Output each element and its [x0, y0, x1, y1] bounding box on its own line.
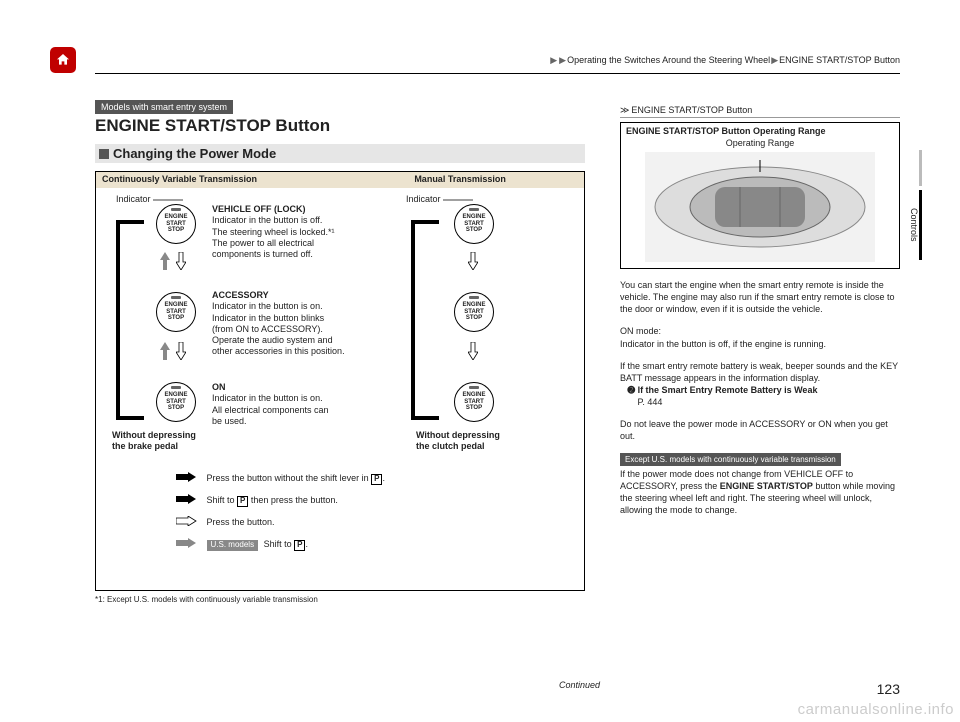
legend-1: Press the button without the shift lever… [176, 472, 385, 485]
op-range-sub: Operating Range [621, 138, 899, 148]
side-tab-controls: Controls [908, 190, 922, 260]
state-vehicle-off: VEHICLE OFF (LOCK)Indicator in the butto… [212, 204, 392, 260]
ess-button-cvt-3: ENGINE START STOP [156, 382, 196, 422]
without-clutch: Without depressing the clutch pedal [416, 430, 536, 452]
operating-range-box: ENGINE START/STOP Button Operating Range… [620, 122, 900, 269]
ess-button-mt-2: ENGINE START STOP [454, 292, 494, 332]
indicator-label-right: Indicator [406, 194, 473, 204]
op-range-title: ENGINE START/STOP Button Operating Range [621, 123, 899, 136]
sidebar-p2: ON mode:Indicator in the button is off, … [620, 325, 900, 349]
arrow-up-1 [160, 252, 170, 270]
cvt-bracket [116, 220, 144, 420]
arrow-down-mt-2 [468, 342, 478, 360]
page-number: 123 [877, 681, 900, 697]
home-icon[interactable] [50, 47, 76, 73]
header-cvt: Continuously Variable Transmission [96, 172, 408, 188]
state-on: ONIndicator in the button is on. All ele… [212, 382, 392, 427]
mt-bracket [411, 220, 439, 420]
section-heading: Changing the Power Mode [95, 144, 585, 163]
watermark: carmanualsonline.info [798, 701, 954, 718]
legend-3: Press the button. [176, 516, 275, 529]
sidebar-p1: You can start the engine when the smart … [620, 279, 900, 315]
car-top-view-icon [645, 152, 875, 262]
ess-button-mt-1: ENGINE START STOP [454, 204, 494, 244]
arrow-down-1 [176, 252, 186, 270]
arrow-up-2 [160, 342, 170, 360]
ess-button-cvt-1: ENGINE START STOP [156, 204, 196, 244]
arrow-down-mt-1 [468, 252, 478, 270]
without-brake: Without depressing the brake pedal [112, 430, 232, 452]
arrow-down-2 [176, 342, 186, 360]
indicator-label-left: Indicator [116, 194, 183, 204]
model-tag: Models with smart entry system [95, 100, 233, 114]
header-rule [95, 73, 900, 74]
header-mt: Manual Transmission [408, 172, 584, 188]
sidebar-tag: Except U.S. models with continuously var… [620, 453, 841, 466]
continued-label: Continued [559, 680, 600, 690]
state-accessory: ACCESSORYIndicator in the button is on. … [212, 290, 397, 358]
side-tab-stub [919, 150, 922, 186]
ess-button-cvt-2: ENGINE START STOP [156, 292, 196, 332]
sidebar-p3: If the smart entry remote battery is wea… [620, 360, 900, 409]
power-mode-diagram: Continuously Variable Transmission Manua… [95, 171, 585, 591]
sidebar-p4: Do not leave the power mode in ACCESSORY… [620, 418, 900, 442]
legend-2: Shift to P then press the button. [176, 494, 338, 507]
legend-4: U.S. models Shift to P. [176, 538, 308, 551]
footnote: *1: Except U.S. models with continuously… [95, 595, 585, 604]
breadcrumb: ▶▶Operating the Switches Around the Stee… [549, 55, 900, 66]
sidebar-header: ENGINE START/STOP Button [620, 105, 900, 118]
ess-button-mt-3: ENGINE START STOP [454, 382, 494, 422]
page-title: ENGINE START/STOP Button [95, 116, 585, 136]
sidebar-p5: If the power mode does not change from V… [620, 468, 900, 517]
